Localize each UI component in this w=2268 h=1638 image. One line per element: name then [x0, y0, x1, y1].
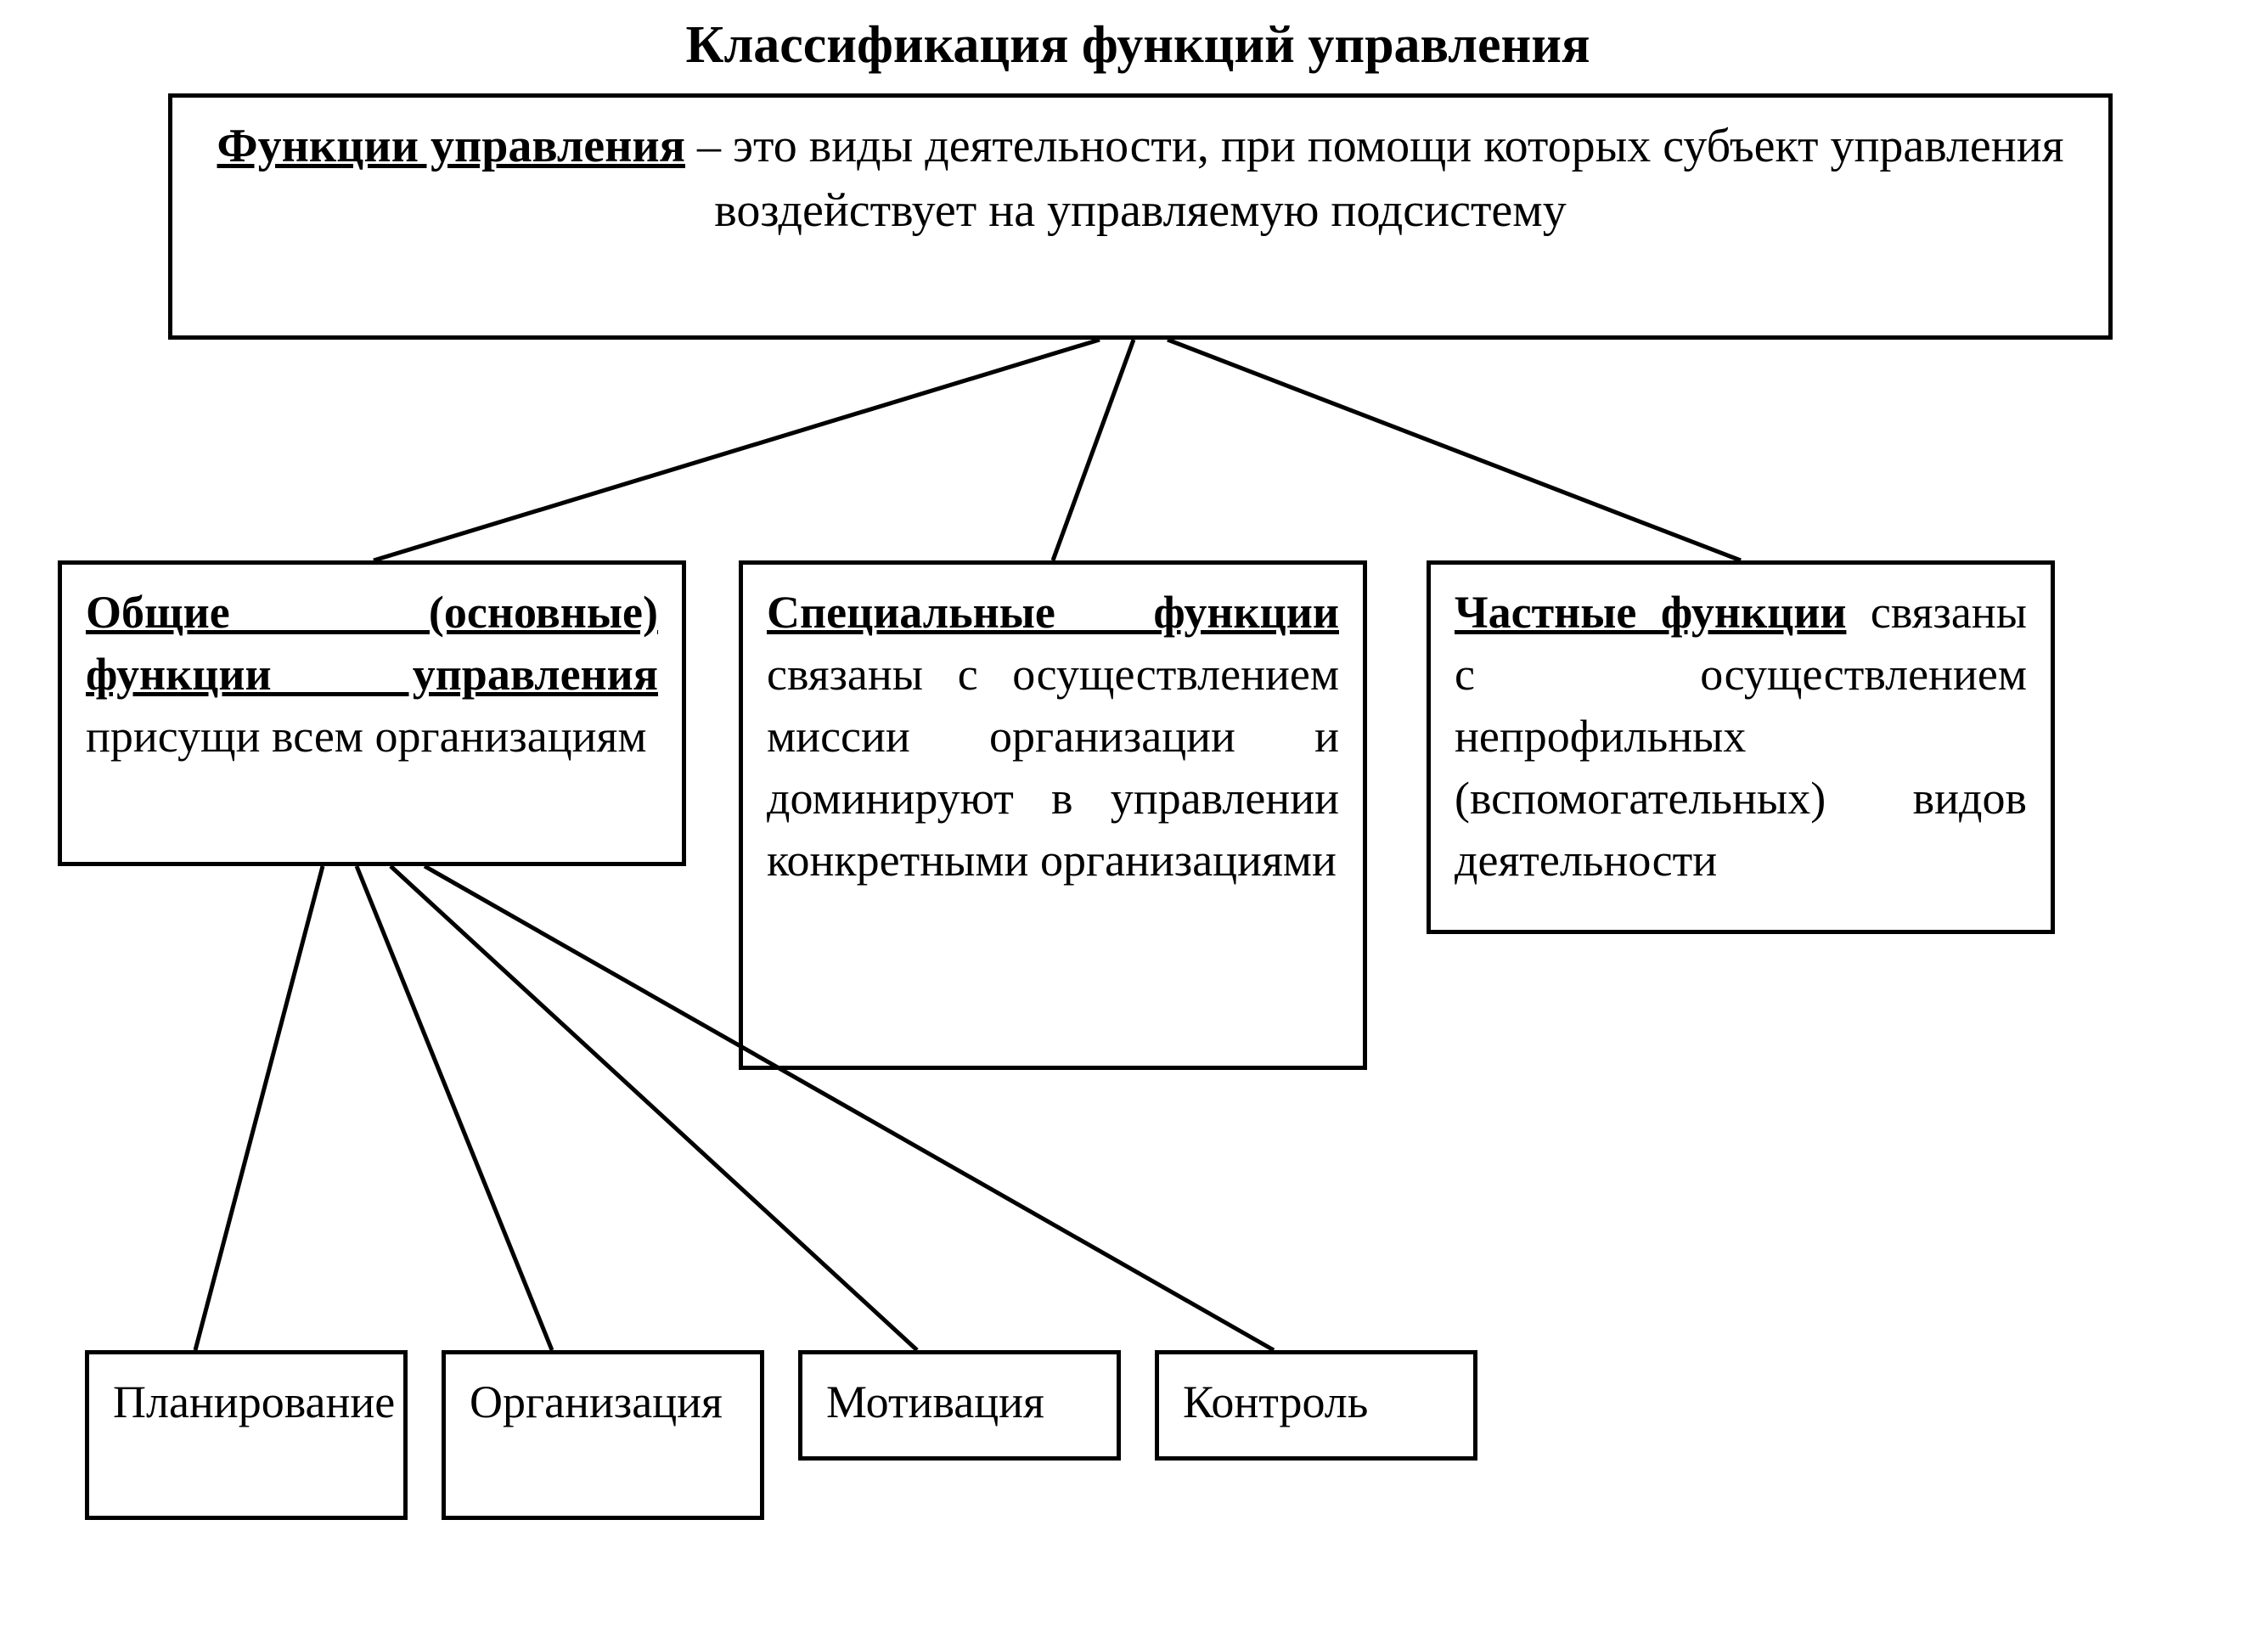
edge-general-planning [195, 866, 323, 1350]
node-general-term: Общие (основные) функции управления [86, 587, 658, 700]
edge-root-general [374, 340, 1100, 560]
node-motivation: Мотивация [798, 1350, 1121, 1461]
edge-general-organizing [357, 866, 552, 1350]
node-planning-label: Планирование [113, 1376, 395, 1427]
node-special-term: Специальные функции [767, 587, 1339, 638]
node-special: Специальные функции связаны с осуществле… [739, 560, 1367, 1070]
edge-root-private [1168, 340, 1741, 560]
node-general-rest: присущи всем организациям [86, 711, 647, 762]
edge-root-special [1053, 340, 1134, 560]
node-organizing: Организация [442, 1350, 764, 1520]
diagram-stage: Классификация функций управления Функции… [0, 0, 2268, 1638]
diagram-title: Классификация функций управления [501, 15, 1775, 76]
node-general: Общие (основные) функции управления прис… [58, 560, 686, 866]
node-planning: Планирование [85, 1350, 408, 1520]
node-root-term: Функции управления [217, 120, 685, 172]
node-root-rest: – это виды деятельности, при помощи кото… [685, 120, 2063, 237]
node-root: Функции управления – это виды деятельнос… [168, 93, 2113, 340]
node-motivation-label: Мотивация [826, 1376, 1044, 1427]
node-private: Частные функции связаны с осуществлением… [1427, 560, 2055, 934]
node-control-label: Контроль [1183, 1376, 1368, 1427]
node-organizing-label: Организация [470, 1376, 723, 1427]
node-special-rest: связаны с осуществлением миссии организа… [767, 649, 1339, 886]
node-private-term: Частные функции [1455, 587, 1846, 638]
node-control: Контроль [1155, 1350, 1477, 1461]
